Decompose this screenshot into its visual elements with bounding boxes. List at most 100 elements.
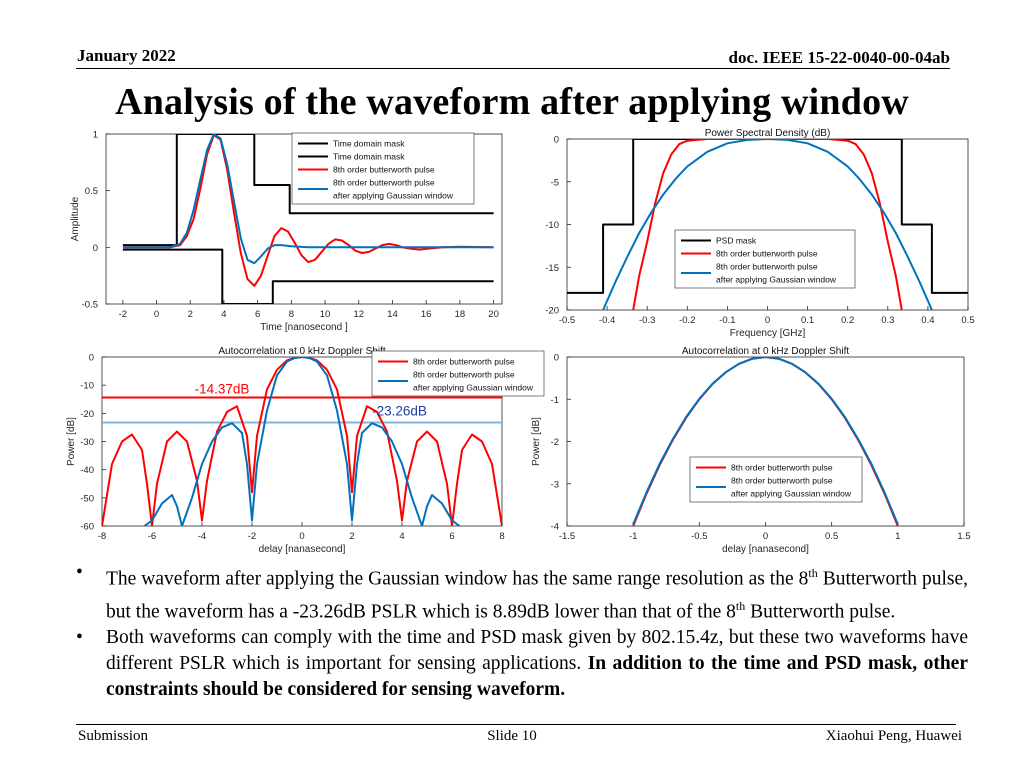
x-tick-label: 1.5 bbox=[957, 531, 970, 542]
legend-label: 8th order butterworth pulse bbox=[731, 463, 833, 473]
y-tick-label: -20 bbox=[80, 409, 94, 420]
x-tick-label: -0.5 bbox=[691, 531, 707, 542]
header-doc-number: doc. IEEE 15-22-0040-00-04ab bbox=[728, 48, 950, 67]
y-tick-label: 0 bbox=[554, 353, 559, 364]
series-line bbox=[567, 139, 968, 294]
chart-title: Autocorrelation at 0 kHz Doppler Shift bbox=[682, 346, 850, 357]
plot-area bbox=[567, 139, 968, 310]
x-tick-label: 16 bbox=[421, 309, 432, 320]
header-divider bbox=[76, 68, 950, 69]
header-date: January 2022 bbox=[77, 46, 176, 65]
x-tick-label: 2 bbox=[349, 531, 354, 542]
bullet-item: • Both waveforms can comply with the time… bbox=[76, 627, 968, 700]
legend-label: Time domain mask bbox=[333, 139, 405, 149]
x-tick-label: 0.4 bbox=[921, 315, 934, 326]
time-domain-chart: -2 0 2 4 6 8 10 12 14 16 18 20 -0.5 0 0.5 1 Time [nanose… bbox=[62, 126, 512, 333]
x-tick-label: 6 bbox=[255, 309, 260, 320]
x-tick-label: 4 bbox=[399, 531, 404, 542]
autocorrelation-zoom-chart: -1.5 -1 -0.5 0 0.5 1 1.5 -4 -3 -2 -1 0 delay [nanase… bbox=[530, 340, 980, 555]
x-tick-label: -0.5 bbox=[559, 315, 575, 326]
y-axis-label: Power [dB] bbox=[66, 417, 77, 466]
y-tick-label: -20 bbox=[545, 306, 559, 317]
psl-annotation: -14.37dB bbox=[195, 381, 250, 396]
y-axis-label: Amplitude bbox=[70, 196, 81, 241]
legend-label: after applying Gaussian window bbox=[731, 489, 852, 499]
footer-divider bbox=[76, 724, 956, 725]
x-tick-label: 1 bbox=[895, 531, 900, 542]
x-axis-label: delay [nanasecond] bbox=[722, 544, 809, 555]
legend-label: after applying Gaussian window bbox=[716, 275, 837, 285]
x-tick-label: 20 bbox=[488, 309, 499, 320]
chart-svg: -2 0 2 4 6 8 10 12 14 16 18 20 -0.5 0 0.5 1 Time [nanose… bbox=[70, 130, 503, 333]
x-tick-label: 0 bbox=[763, 531, 768, 542]
x-tick-label: 0.5 bbox=[825, 531, 838, 542]
legend-label: 8th order butterworth pulse bbox=[731, 476, 833, 486]
y-tick-label: -2 bbox=[551, 437, 559, 448]
legend-label: PSD mask bbox=[716, 236, 757, 246]
chart-svg: -0.5 -0.4 -0.3 -0.2 -0.1 0 0.1 0.2 0.3 0.4 0.5 -20 -… bbox=[545, 128, 974, 339]
y-tick-label: -15 bbox=[545, 263, 559, 274]
bullet-dot: • bbox=[76, 627, 83, 648]
series-line bbox=[632, 357, 899, 525]
x-tick-label: 0.1 bbox=[801, 315, 814, 326]
y-tick-label: -0.5 bbox=[82, 300, 98, 311]
chart-legend: Time domain mask Time domain mask 8th orde… bbox=[291, 132, 475, 205]
y-tick-label: 0 bbox=[93, 243, 98, 254]
legend-label: 8th order butterworth pulse bbox=[333, 165, 435, 175]
x-tick-label: 0.5 bbox=[961, 315, 974, 326]
chart-legend: 8th order butterworth pulse 8th order but… bbox=[689, 456, 863, 503]
x-tick-label: -1 bbox=[629, 531, 637, 542]
footer-slide-number: Slide 10 bbox=[487, 728, 537, 744]
x-tick-label: 10 bbox=[320, 309, 331, 320]
y-tick-label: -50 bbox=[80, 493, 94, 504]
x-tick-label: -0.3 bbox=[639, 315, 655, 326]
y-tick-label: -60 bbox=[80, 522, 94, 533]
legend-label: after applying Gaussian window bbox=[413, 383, 534, 393]
x-tick-label: -2 bbox=[119, 309, 127, 320]
x-axis-label: Time [nanosecond ] bbox=[260, 322, 348, 333]
legend-label: 8th order butterworth pulse bbox=[716, 262, 818, 272]
series-line bbox=[143, 357, 461, 526]
psl-annotation: -23.26dB bbox=[372, 404, 427, 419]
legend-box bbox=[371, 350, 545, 397]
bullet-item: • The waveform after applying the Gaussia… bbox=[76, 562, 968, 622]
x-tick-label: 0 bbox=[154, 309, 159, 320]
y-tick-label: -30 bbox=[80, 437, 94, 448]
x-tick-label: 0 bbox=[765, 315, 770, 326]
y-axis-label: Power [dB] bbox=[531, 417, 542, 466]
bullet-dot: • bbox=[76, 562, 83, 583]
legend-label: 8th order butterworth pulse bbox=[413, 357, 515, 367]
y-tick-label: 0 bbox=[554, 135, 559, 146]
plot-area bbox=[122, 134, 494, 304]
x-tick-label: 12 bbox=[353, 309, 364, 320]
legend-box bbox=[689, 456, 863, 503]
x-tick-label: 2 bbox=[188, 309, 193, 320]
x-tick-label: 6 bbox=[449, 531, 454, 542]
x-tick-label: 8 bbox=[499, 531, 504, 542]
plot-area bbox=[102, 357, 502, 526]
x-tick-label: -0.4 bbox=[599, 315, 615, 326]
bullet-list: • The waveform after applying the Gaussia… bbox=[76, 560, 968, 703]
footer-author: Xiaohui Peng, Huawei bbox=[825, 728, 962, 744]
x-tick-label: -0.1 bbox=[719, 315, 735, 326]
x-tick-label: 18 bbox=[455, 309, 466, 320]
series-line bbox=[632, 139, 903, 310]
x-tick-label: 0.2 bbox=[841, 315, 854, 326]
y-tick-label: -4 bbox=[551, 522, 559, 533]
chart-legend: PSD mask 8th order butterworth pulse 8th o… bbox=[674, 229, 856, 289]
y-tick-label: 1 bbox=[93, 130, 98, 141]
y-tick-label: -40 bbox=[80, 465, 94, 476]
chart-svg: -1.5 -1 -0.5 0 0.5 1 1.5 -4 -3 -2 -1 0 delay [nanase… bbox=[531, 346, 971, 555]
y-tick-label: -10 bbox=[80, 381, 94, 392]
footer-submission: Submission bbox=[78, 728, 149, 744]
slide-title: Analysis of the waveform after applying … bbox=[115, 81, 909, 123]
x-tick-label: 0 bbox=[299, 531, 304, 542]
series-line bbox=[122, 248, 494, 304]
y-tick-label: -10 bbox=[545, 220, 559, 231]
x-tick-label: -1.5 bbox=[559, 531, 575, 542]
x-tick-label: -6 bbox=[148, 531, 156, 542]
legend-label: 8th order butterworth pulse bbox=[333, 178, 435, 188]
x-tick-label: 0.3 bbox=[881, 315, 894, 326]
legend-label: Time domain mask bbox=[333, 152, 405, 162]
